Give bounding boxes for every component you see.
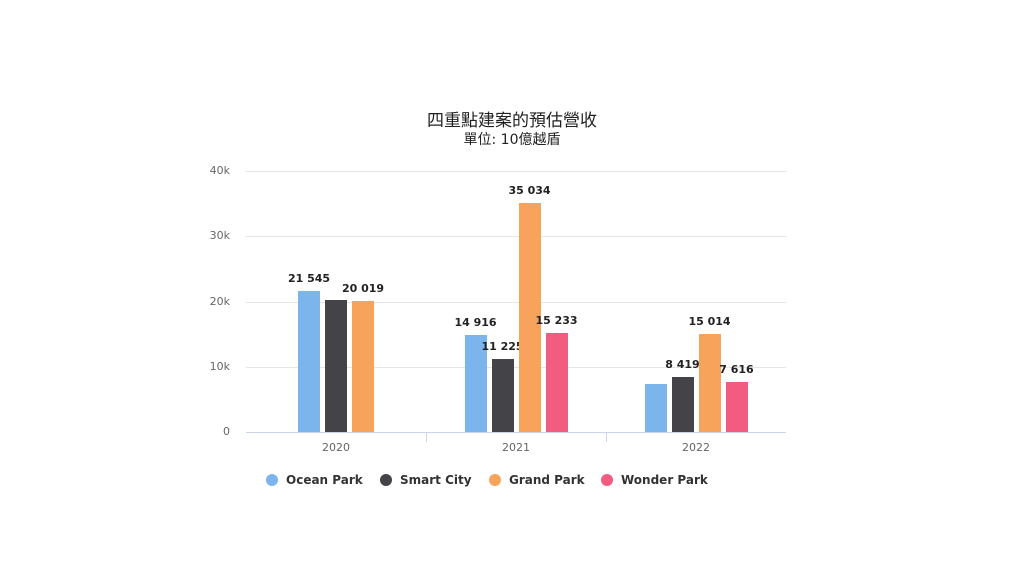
bar-smart-city[interactable]: [325, 299, 347, 432]
x-axis-tick: [606, 432, 607, 442]
legend-label: Wonder Park: [621, 473, 708, 487]
bar-wonder-park[interactable]: [725, 382, 748, 432]
bar-smart-city[interactable]: [491, 358, 514, 432]
data-label: 11 225: [481, 339, 524, 353]
legend-marker-icon: [489, 474, 501, 486]
gridline: [246, 236, 786, 238]
x-axis-label: 2022: [682, 441, 710, 454]
legend-item-smart-city[interactable]: Smart City: [380, 473, 472, 487]
bar-grand-park[interactable]: [518, 203, 541, 432]
legend-marker-icon: [601, 474, 613, 486]
gridline: [246, 171, 786, 172]
x-axis-label: 2021: [502, 441, 530, 454]
data-label: 8 419: [665, 358, 700, 372]
gridline: [246, 301, 786, 303]
x-axis-tick: [426, 432, 427, 442]
x-axis-line: [246, 432, 786, 433]
bar-smart-city[interactable]: [671, 377, 694, 432]
legend-marker-icon: [380, 474, 392, 486]
data-label: 15 014: [688, 315, 731, 329]
legend-item-ocean-park[interactable]: Ocean Park: [266, 473, 363, 487]
legend-label: Grand Park: [509, 473, 585, 487]
legend-label: Smart City: [400, 473, 472, 487]
y-axis-tick-label: 0: [223, 425, 230, 438]
legend-item-grand-park[interactable]: Grand Park: [489, 473, 585, 487]
y-axis-tick-label: 40k: [209, 164, 230, 177]
bar-ocean-park[interactable]: [298, 291, 320, 432]
chart-subtitle: 單位: 10億越盾: [463, 132, 561, 148]
chart-title: 四重點建案的預估營收: [427, 111, 597, 131]
legend-label: Ocean Park: [286, 473, 363, 487]
data-label: 21 545: [287, 272, 331, 286]
gridline: [246, 366, 786, 368]
y-axis-tick-label: 10k: [209, 359, 230, 373]
data-label: 14 916: [454, 315, 497, 329]
data-label: 20 019: [341, 282, 385, 296]
bar-grand-park[interactable]: [352, 301, 374, 432]
y-axis-tick-label: 20k: [209, 294, 230, 308]
legend-item-wonder-park[interactable]: Wonder Park: [601, 473, 708, 487]
bar-grand-park[interactable]: [698, 334, 721, 432]
y-axis-tick-label: 30k: [209, 229, 230, 243]
bar-ocean-park[interactable]: [464, 334, 487, 432]
x-axis-label: 2020: [322, 441, 350, 454]
bar-wonder-park[interactable]: [545, 332, 568, 432]
bar-ocean-park[interactable]: [644, 384, 667, 432]
data-label: 15 233: [535, 313, 578, 327]
legend-marker-icon: [266, 474, 278, 486]
data-label: 7 616: [719, 363, 754, 377]
data-label: 35 034: [508, 184, 551, 198]
